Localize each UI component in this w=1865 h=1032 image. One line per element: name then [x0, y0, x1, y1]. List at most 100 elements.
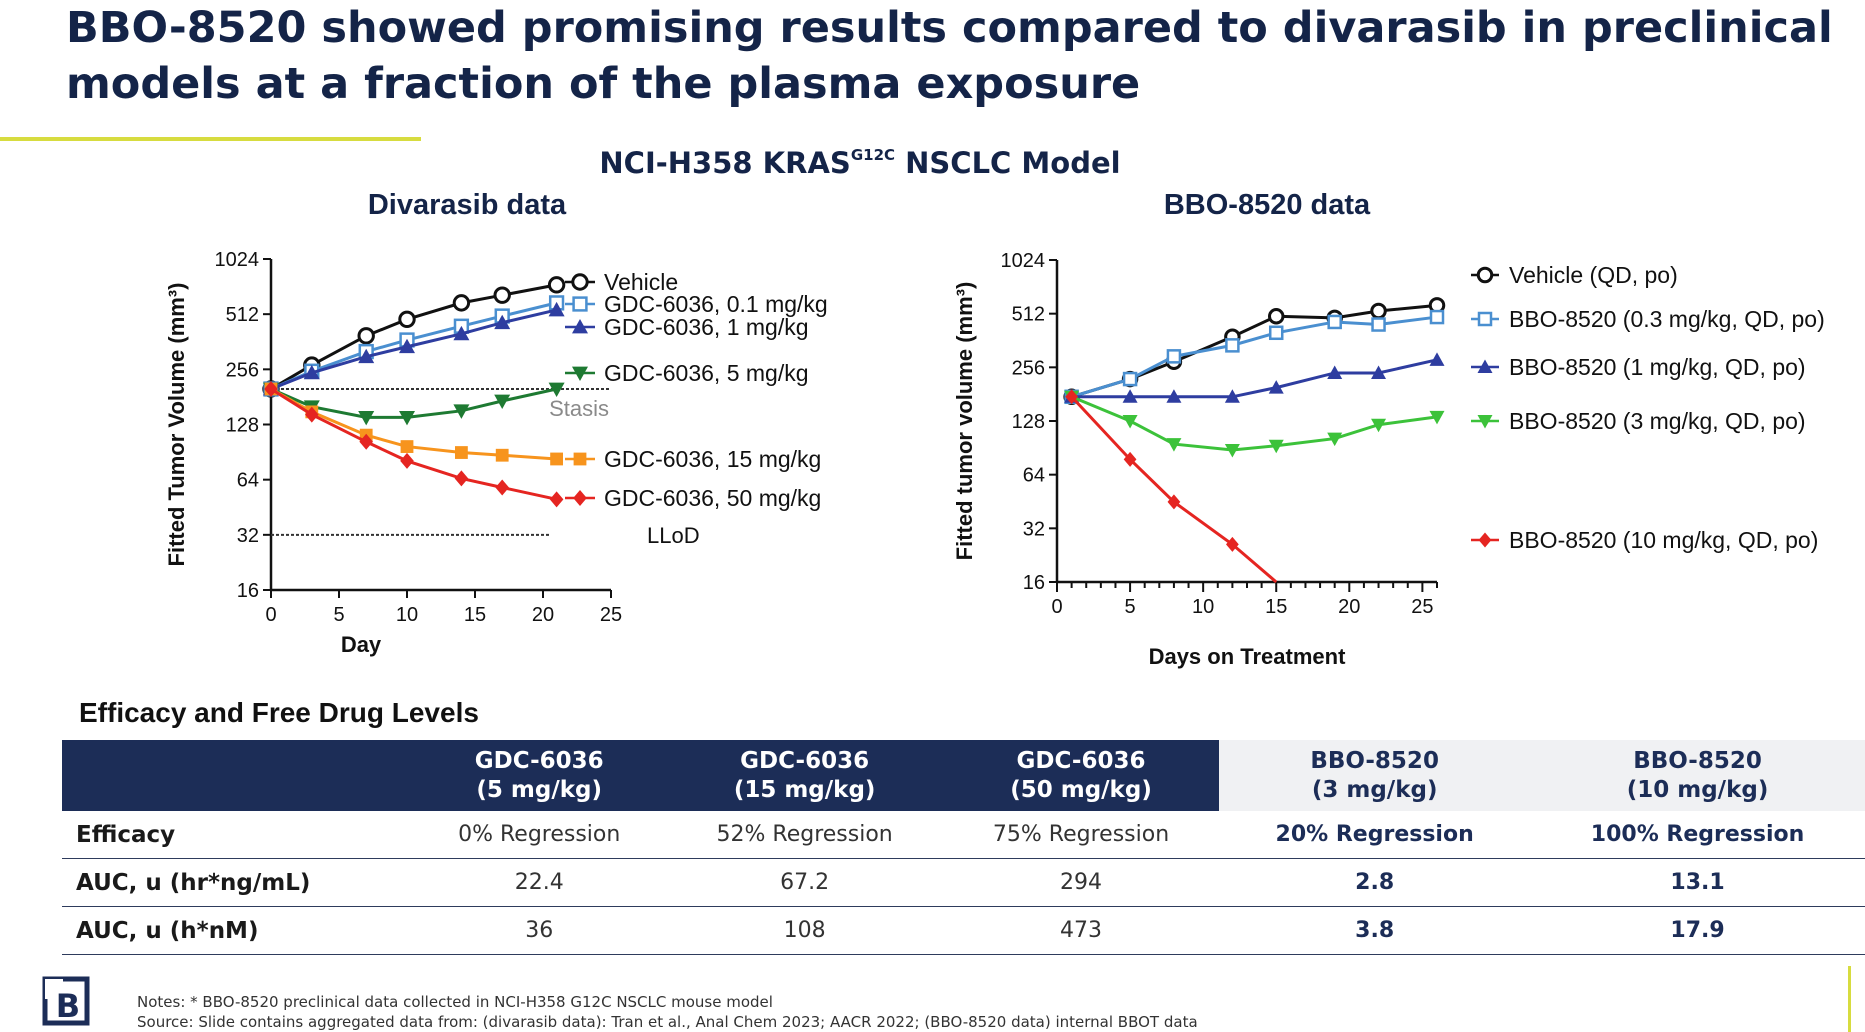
footnotes: Notes: * BBO-8520 preclinical data colle… [137, 992, 1198, 1032]
table-row-auc-nm: AUC, u (h*nM) 36 108 473 3.8 17.9 [62, 906, 1865, 955]
data-point [1370, 302, 1387, 320]
series-5: BBO-8520 (10 mg/kg, QD, po) [1065, 389, 1818, 584]
data-point [1371, 365, 1387, 379]
data-point [572, 366, 588, 381]
data-point [573, 490, 587, 506]
col-header-gdc-15: GDC-6036 (15 mg/kg) [666, 740, 943, 811]
series-4: GDC-6036, 5 mg/kg [263, 360, 809, 426]
x-tick-label: 0 [265, 604, 276, 626]
data-point [305, 406, 319, 423]
table-heading: Efficacy and Free Drug Levels [79, 697, 479, 728]
y-tick-label: 64 [1023, 465, 1045, 487]
data-point [1167, 494, 1181, 510]
legend-label: GDC-6036, 5 mg/kg [604, 360, 809, 386]
table-cell: 108 [666, 906, 943, 955]
data-point [400, 452, 414, 469]
data-point [550, 452, 563, 466]
data-point [1225, 338, 1240, 353]
y-axis-label: Fitted Tumor Volume (mm³) [164, 283, 189, 567]
data-point [1166, 389, 1182, 403]
data-point [1478, 532, 1492, 548]
data-point [1477, 415, 1493, 429]
source-text: Source: Slide contains aggregated data f… [137, 1013, 1198, 1031]
data-point [1429, 309, 1445, 325]
y-tick-label: 1024 [215, 249, 260, 271]
model-title-main: NCI-H358 KRAS [599, 146, 851, 180]
table-cell: 36 [412, 906, 667, 955]
data-point [1429, 352, 1445, 366]
col-header-bbo-10: BBO-8520 (10 mg/kg) [1530, 740, 1865, 811]
y-tick-label: 16 [1023, 572, 1045, 594]
table-cell: 2.8 [1219, 858, 1531, 907]
data-point [1268, 439, 1284, 454]
data-point [357, 327, 375, 345]
legend-label: GDC-6036, 0.1 mg/kg [604, 291, 828, 317]
x-tick-label: 0 [1051, 596, 1062, 618]
col-header-gdc-5: GDC-6036 (5 mg/kg) [412, 740, 667, 811]
data-point [1429, 410, 1445, 425]
y-tick-label: 32 [237, 525, 259, 547]
col-header-gdc-50: GDC-6036 (50 mg/kg) [942, 740, 1220, 811]
data-point [398, 310, 416, 329]
table-cell: 294 [942, 858, 1220, 907]
chart-title: BBO-8520 data [1164, 189, 1371, 221]
data-point [1224, 389, 1240, 403]
data-point [573, 452, 587, 466]
series-5: GDC-6036, 15 mg/kg [264, 382, 821, 472]
data-point [264, 380, 278, 397]
data-point [1371, 418, 1387, 433]
table-cell: 100% Regression [1530, 811, 1865, 859]
legend-label: BBO-8520 (10 mg/kg, QD, po) [1509, 527, 1818, 553]
data-point [1327, 432, 1343, 447]
data-point [455, 446, 468, 459]
data-point [495, 448, 509, 462]
chart-1: Divarasib data 16 32 64 128 256 512 1024 0 5 10 15 2… [164, 189, 828, 657]
data-point [1268, 380, 1284, 394]
y-tick-label: 128 [226, 415, 259, 437]
data-point [399, 338, 415, 354]
data-point [1371, 317, 1386, 332]
data-point [549, 491, 564, 508]
series-1: Vehicle (QD, po) [1063, 262, 1678, 406]
table-row-auc-ng: AUC, u (hr*ng/mL) 22.4 67.2 294 2.8 13.1 [62, 858, 1865, 907]
series-line [1071, 315, 1438, 399]
data-point [548, 301, 565, 317]
data-point [1477, 359, 1493, 373]
data-point [548, 382, 565, 397]
data-point [493, 286, 511, 304]
row-label: Efficacy [62, 811, 412, 859]
data-point [1166, 438, 1182, 452]
data-point [1166, 349, 1182, 364]
notes-text: Notes: * BBO-8520 preclinical data colle… [137, 993, 773, 1011]
data-point [494, 394, 511, 409]
table-cell: 3.8 [1219, 906, 1531, 955]
series-line [1071, 395, 1438, 452]
x-tick-label: 20 [1338, 596, 1360, 618]
reference-label: Stasis [549, 396, 609, 421]
table-cell: 473 [942, 906, 1220, 955]
data-point [1123, 451, 1137, 467]
series-line [1071, 358, 1438, 399]
table-cell: 20% Regression [1219, 811, 1531, 859]
data-point [1122, 389, 1138, 403]
y-tick-label: 1024 [1001, 250, 1046, 272]
legend-label: BBO-8520 (3 mg/kg, QD, po) [1509, 408, 1806, 434]
table-cell: 67.2 [666, 858, 943, 907]
data-point [1122, 371, 1138, 387]
table-header-row: GDC-6036 (5 mg/kg) GDC-6036 (15 mg/kg) GDC… [62, 740, 1865, 811]
table-cell: 52% Regression [666, 811, 943, 859]
y-tick-label: 128 [1012, 411, 1045, 433]
data-point [454, 470, 469, 487]
x-tick-label: 15 [464, 604, 486, 626]
legend-label: BBO-8520 (1 mg/kg, QD, po) [1509, 354, 1806, 380]
x-axis-label: Day [341, 632, 382, 657]
series-2: BBO-8520 (0.3 mg/kg, QD, po) [1064, 306, 1825, 405]
model-title: NCI-H358 KRASG12C NSCLC Model [0, 146, 1720, 180]
model-title-superscript: G12C [850, 146, 896, 164]
data-point [453, 404, 470, 419]
data-point [572, 296, 588, 312]
y-tick-label: 256 [1012, 357, 1045, 379]
legend-label: GDC-6036, 50 mg/kg [604, 485, 821, 511]
table-cell: 22.4 [412, 858, 667, 907]
data-point [547, 276, 566, 294]
